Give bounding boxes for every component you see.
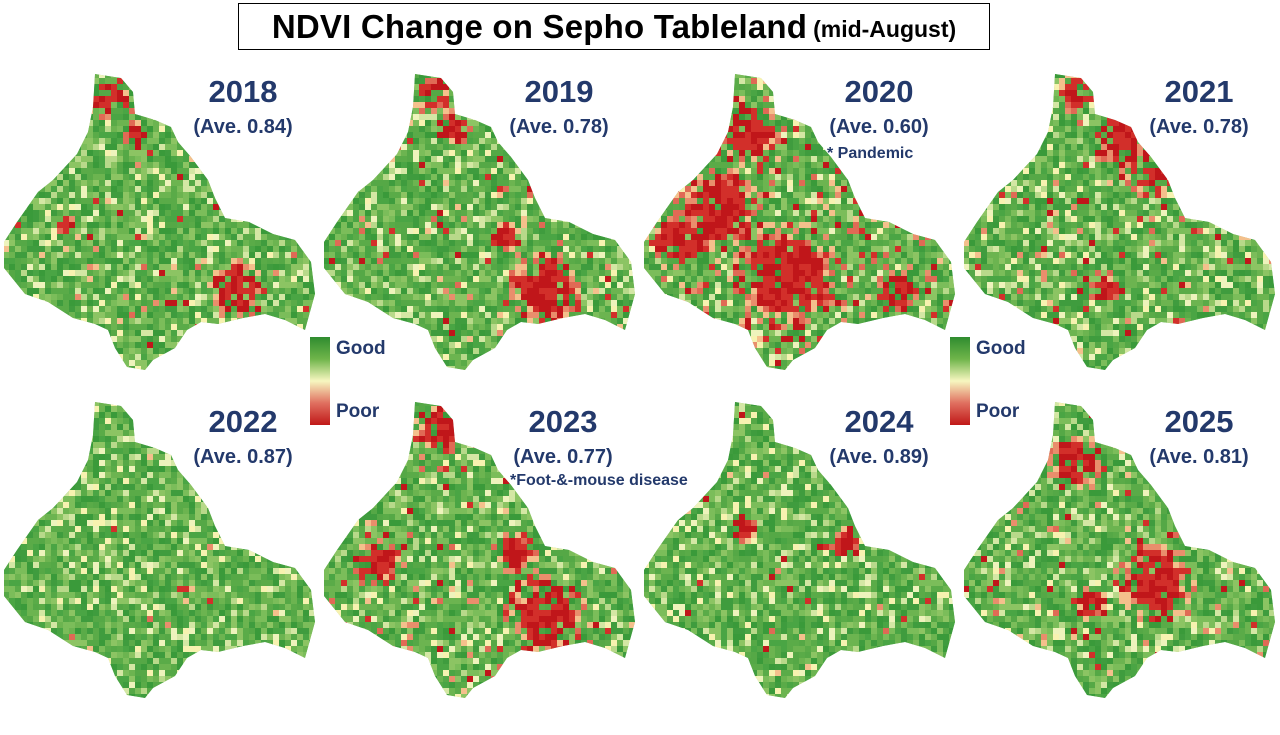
legend-good-label: Good — [976, 338, 1026, 360]
panel-average: (Ave. 0.78) — [1124, 116, 1274, 139]
panel-average: (Ave. 0.60) — [804, 116, 954, 139]
panel-year: 2019 — [484, 74, 634, 110]
panel-average: (Ave. 0.78) — [484, 116, 634, 139]
panel-average: (Ave. 0.84) — [168, 116, 318, 139]
panel-year: 2021 — [1124, 74, 1274, 110]
panel-year: 2018 — [168, 74, 318, 110]
legend-poor-label: Poor — [976, 401, 1019, 423]
panel-note: * Pandemic — [827, 145, 913, 163]
ndvi-legend-right: Good Poor — [950, 337, 1050, 427]
panel-year: 2023 — [488, 404, 638, 440]
map-panel-2018: 2018 (Ave. 0.84) — [3, 72, 323, 407]
map-panel-2025: 2025 (Ave. 0.81) — [963, 400, 1280, 735]
map-panel-2020: 2020 (Ave. 0.60) * Pandemic — [643, 72, 963, 407]
title-box: NDVI Change on Sepho Tableland (mid-Augu… — [238, 3, 990, 50]
ndvi-map-2019 — [324, 74, 635, 370]
title-subtitle: (mid-August) — [813, 16, 956, 43]
map-panel-2023: 2023 (Ave. 0.77) *Foot-&-mouse disease — [323, 400, 688, 735]
ndvi-map-2023 — [324, 402, 635, 698]
ndvi-map-2018 — [4, 74, 315, 370]
title-main: NDVI Change on Sepho Tableland — [272, 8, 807, 46]
ndvi-legend-left: Good Poor — [310, 337, 410, 427]
panel-year: 2022 — [168, 404, 318, 440]
ndvi-map-2020 — [644, 74, 955, 370]
panel-average: (Ave. 0.89) — [804, 446, 954, 469]
legend-color-ramp — [310, 337, 330, 425]
ndvi-map-2024 — [644, 402, 955, 698]
map-panel-2024: 2024 (Ave. 0.89) — [643, 400, 963, 735]
ndvi-map-2021 — [964, 74, 1275, 370]
panel-average: (Ave. 0.87) — [168, 446, 318, 469]
panel-year: 2024 — [804, 404, 954, 440]
ndvi-map-2025 — [964, 402, 1275, 698]
map-panel-2022: 2022 (Ave. 0.87) — [3, 400, 323, 735]
panel-average: (Ave. 0.81) — [1124, 446, 1274, 469]
ndvi-map-2022 — [4, 402, 315, 698]
panel-year: 2025 — [1124, 404, 1274, 440]
legend-color-ramp — [950, 337, 970, 425]
map-panel-2021: 2021 (Ave. 0.78) — [963, 72, 1280, 407]
panel-average: (Ave. 0.77) — [488, 446, 638, 469]
legend-good-label: Good — [336, 338, 386, 360]
legend-poor-label: Poor — [336, 401, 379, 423]
panel-year: 2020 — [804, 74, 954, 110]
map-panel-2019: 2019 (Ave. 0.78) — [323, 72, 643, 407]
panel-note: *Foot-&-mouse disease — [510, 472, 688, 490]
